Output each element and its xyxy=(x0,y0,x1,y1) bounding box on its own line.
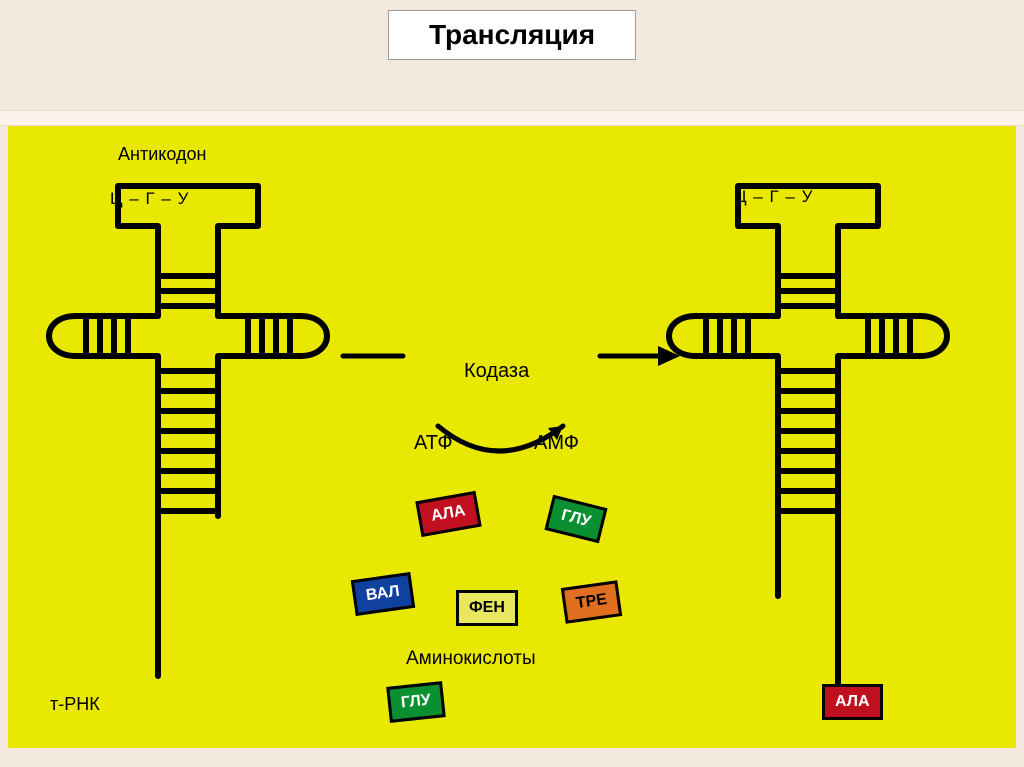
trna-left xyxy=(28,156,348,716)
page-title: Трансляция xyxy=(388,10,636,60)
amino-box-глу: ГЛУ xyxy=(544,495,607,543)
amino-box-ала: АЛА xyxy=(822,684,883,720)
amino-box-фен: ФЕН xyxy=(456,590,518,626)
trna-right xyxy=(648,156,968,736)
amino-acids-label: Аминокислоты xyxy=(406,648,536,670)
amino-box-вал: ВАЛ xyxy=(351,572,415,616)
banner-strip xyxy=(0,110,1024,126)
atp-label: АТФ xyxy=(414,432,453,455)
amp-label: АМФ xyxy=(534,432,579,455)
amino-box-ала: АЛА xyxy=(415,491,481,537)
diagram-area: Антикодон Ц – Г – У Ц – Г – У Кодаза АТФ… xyxy=(8,126,1016,748)
amino-box-тре: ТРЕ xyxy=(561,580,623,624)
amino-box-глу: ГЛУ xyxy=(386,681,445,723)
kodaza-label: Кодаза xyxy=(464,360,529,383)
